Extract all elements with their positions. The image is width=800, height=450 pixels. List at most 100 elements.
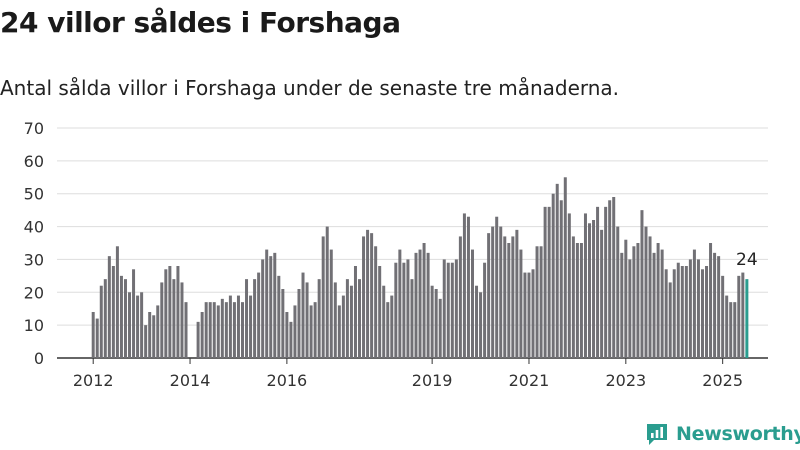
bar — [140, 292, 144, 358]
bar — [519, 249, 523, 358]
y-tick-label: 10 — [24, 316, 44, 335]
bar — [164, 269, 168, 358]
bar — [495, 216, 499, 358]
bar — [107, 256, 111, 358]
bar — [491, 226, 495, 358]
bar — [616, 226, 620, 358]
bar — [353, 266, 357, 358]
bar — [144, 325, 148, 358]
bar — [136, 295, 140, 358]
bar — [466, 216, 470, 358]
bar — [317, 279, 321, 358]
bar — [721, 275, 725, 358]
bar — [345, 279, 349, 358]
bar — [454, 259, 458, 358]
bar — [527, 272, 531, 358]
bar — [394, 262, 398, 358]
bar — [563, 177, 567, 358]
bar — [208, 302, 212, 358]
y-tick-label: 30 — [24, 250, 44, 269]
y-tick-label: 60 — [24, 152, 44, 171]
bar — [277, 275, 281, 358]
bar — [559, 200, 563, 358]
bar — [378, 266, 382, 358]
bar — [273, 252, 277, 358]
bar — [216, 305, 220, 358]
bar — [503, 236, 507, 358]
bar — [499, 226, 503, 358]
bar — [458, 236, 462, 358]
bar — [410, 279, 414, 358]
bar — [123, 279, 127, 358]
x-tick-label: 2023 — [605, 371, 646, 390]
bar — [200, 312, 204, 358]
bar — [148, 312, 152, 358]
bar — [398, 249, 402, 358]
bar — [684, 266, 688, 358]
bar — [507, 243, 511, 358]
bar — [531, 269, 535, 358]
bar — [293, 305, 297, 358]
bar — [362, 236, 366, 358]
bar — [422, 243, 426, 358]
bar — [196, 321, 200, 358]
bar — [575, 243, 579, 358]
bar — [600, 229, 604, 358]
bar — [349, 285, 353, 358]
bar — [737, 275, 741, 358]
bar — [406, 259, 410, 358]
bar — [470, 249, 474, 358]
bar — [285, 312, 289, 358]
bar — [430, 285, 434, 358]
bar — [269, 256, 273, 358]
y-tick-label: 20 — [24, 283, 44, 302]
bar — [390, 295, 394, 358]
bar — [741, 272, 745, 358]
x-tick-label: 2019 — [412, 371, 453, 390]
bar — [535, 246, 539, 358]
bar — [487, 233, 491, 358]
bar — [289, 321, 293, 358]
y-tick-label: 50 — [24, 185, 44, 204]
bar — [620, 252, 624, 358]
bar — [636, 243, 640, 358]
bar — [539, 246, 543, 358]
bar — [228, 295, 232, 358]
bar — [446, 262, 450, 358]
bar — [462, 213, 466, 358]
bar-chart: 0 10 20 30 40 50 60 70 24 2012 2014 2016 2019 2021 202… — [24, 119, 768, 390]
bar — [132, 269, 136, 358]
bar — [402, 262, 406, 358]
bar — [608, 200, 612, 358]
bar — [305, 282, 309, 358]
y-tick-label: 40 — [24, 218, 44, 237]
bar — [172, 279, 176, 358]
bar — [99, 285, 103, 358]
brand: Newsworthy — [644, 419, 800, 449]
bar — [668, 282, 672, 358]
bar — [220, 298, 224, 358]
bar — [176, 266, 180, 358]
bar — [672, 269, 676, 358]
bar — [281, 289, 285, 358]
bar — [386, 302, 390, 358]
bar — [664, 269, 668, 358]
bar — [224, 302, 228, 358]
bar — [418, 249, 422, 358]
x-tick-label: 2016 — [267, 371, 308, 390]
bar — [240, 302, 244, 358]
bar — [648, 236, 652, 358]
bar — [426, 252, 430, 358]
bar — [253, 279, 257, 358]
bar — [184, 302, 188, 358]
bar — [168, 266, 172, 358]
bar — [729, 302, 733, 358]
bar — [709, 243, 713, 358]
bar — [483, 262, 487, 358]
bar — [337, 305, 341, 358]
chart-title: 24 villor såldes i Forshaga — [0, 6, 401, 39]
y-tick-label: 70 — [24, 119, 44, 138]
bar — [596, 206, 600, 358]
bar — [358, 279, 362, 358]
bar — [555, 183, 559, 358]
